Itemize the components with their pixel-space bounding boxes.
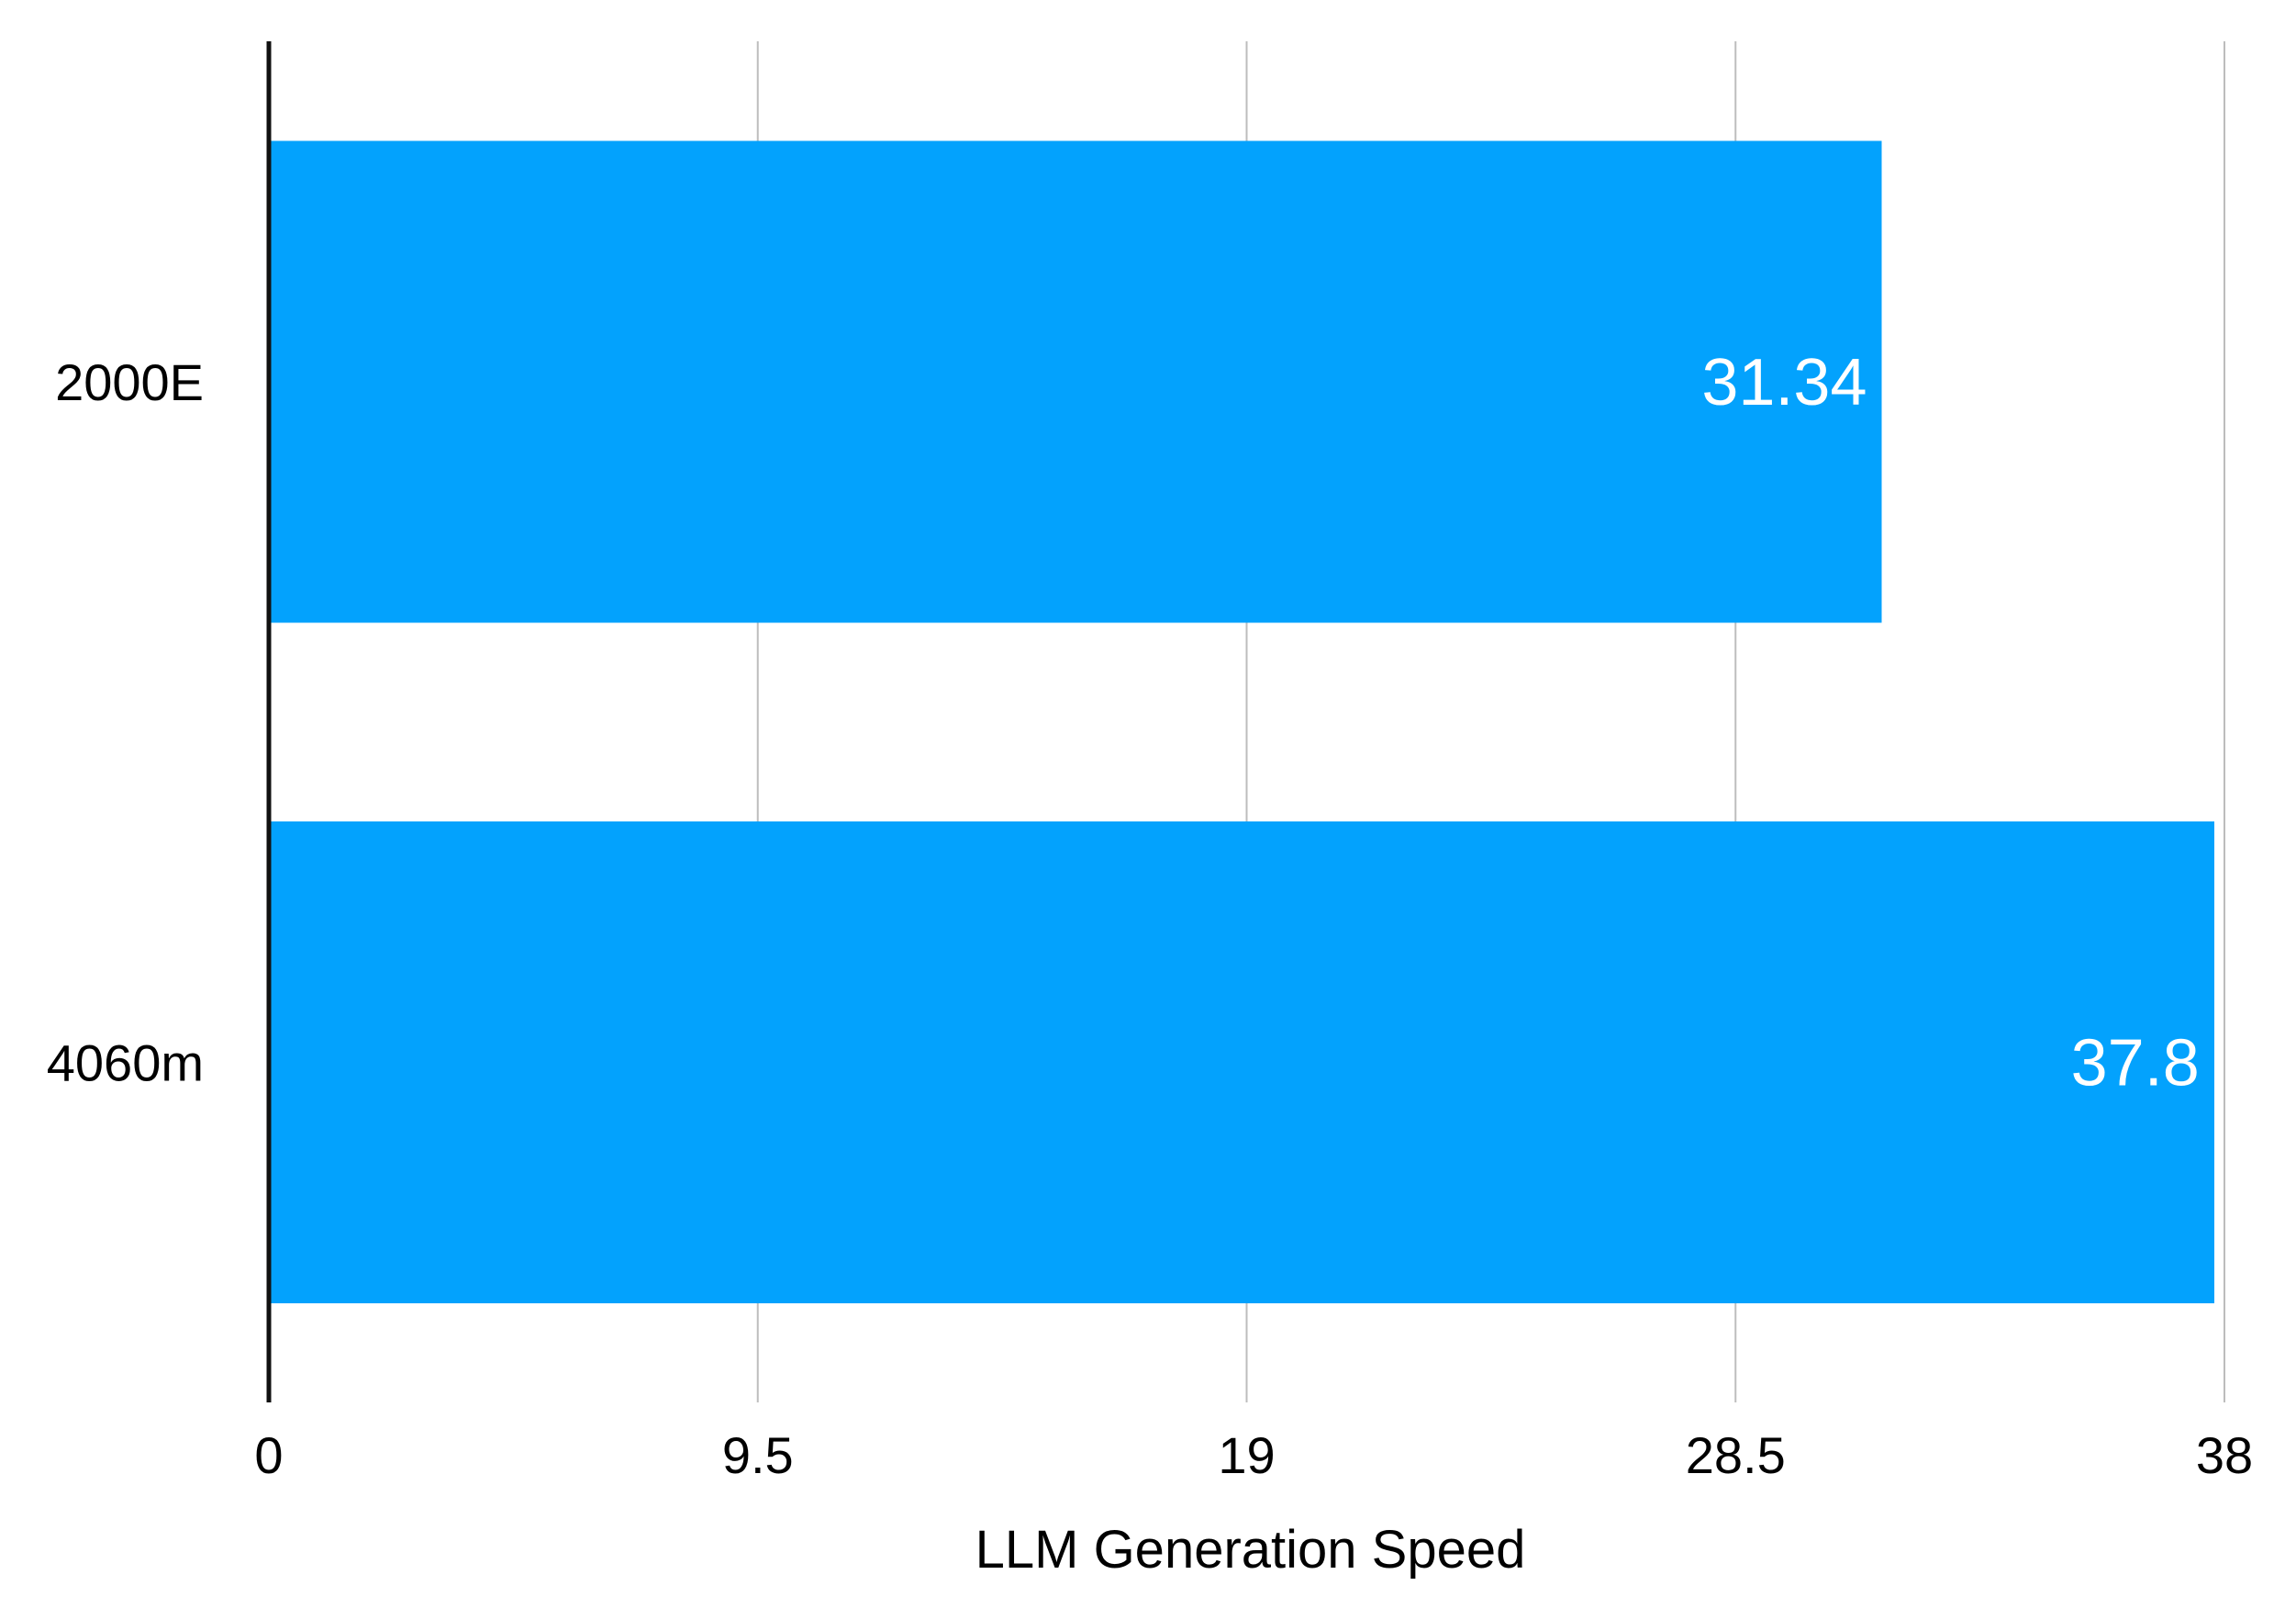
- data-label: 31.34: [1701, 346, 1867, 419]
- x-axis-title: LLM Generation Speed: [975, 1520, 1526, 1580]
- x-tick-label: 19: [1218, 1426, 1275, 1484]
- x-tick-labels: 0 9.5 19 28.5 38: [254, 1426, 2253, 1484]
- bar-2000e: [269, 140, 1882, 623]
- category-label: 4060m: [47, 1033, 204, 1091]
- bars: 31.34 37.8: [269, 140, 2214, 1303]
- category-labels: 2000E 4060m: [47, 353, 204, 1092]
- data-label: 37.8: [2071, 1026, 2200, 1100]
- x-tick-label: 9.5: [722, 1426, 794, 1484]
- x-tick-label: 0: [254, 1426, 283, 1484]
- x-tick-label: 28.5: [1686, 1426, 1786, 1484]
- x-tick-label: 38: [2196, 1426, 2253, 1484]
- bar-4060m: [269, 821, 2214, 1303]
- category-label: 2000E: [55, 353, 204, 411]
